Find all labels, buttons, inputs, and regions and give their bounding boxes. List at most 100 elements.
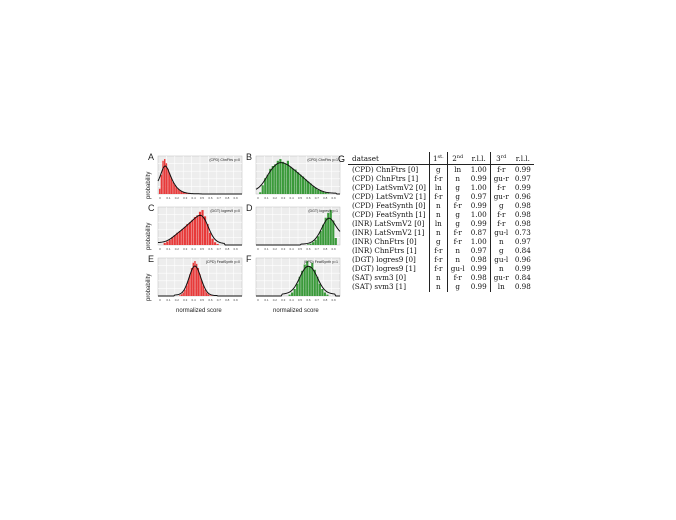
- cell-rll-second: 0.97: [470, 192, 487, 201]
- panel-b-bar: [279, 159, 282, 194]
- chart-panel-a: (CPD) ChnFtrs y=00 0.1 0.2 0.3 0.4 0.5 0.6 0.7 0…: [157, 155, 243, 200]
- cell-first: f-r: [428, 255, 448, 264]
- cell-first: f-r: [428, 174, 448, 183]
- cell-second: g: [446, 282, 468, 292]
- panel-c-tick-label: 0.8: [225, 247, 230, 251]
- cell-dataset: (CPD) LatSvmV2 [0]: [352, 183, 426, 192]
- panel-f-bar: [303, 264, 306, 296]
- panel-e-tick-label: 0.9: [234, 298, 239, 302]
- cell-rll-third: 0.97: [514, 174, 531, 183]
- panel-a-bar: [170, 178, 173, 194]
- cell-dataset: (CPD) FeatSynth [1]: [352, 210, 426, 219]
- cell-third: f-r: [489, 164, 512, 174]
- panel-a-tick-label: 0.5: [200, 196, 205, 200]
- panel-a-tick-label: 0.6: [208, 196, 213, 200]
- panel-letter-a: A: [148, 152, 155, 162]
- panel-letter-f: F: [246, 254, 252, 264]
- panel-d-bar: [312, 242, 315, 245]
- cell-third: f-r: [489, 210, 512, 219]
- cell-third: gu-r: [489, 174, 512, 183]
- panel-c-bar: [181, 229, 184, 245]
- col-header-rll-second: r.l.l.: [467, 152, 491, 165]
- panel-e-bar: [206, 292, 208, 296]
- table-row: (SAT) svm3 [1] n g 0.99 ln 0.98: [348, 282, 534, 292]
- cell-first: n: [428, 210, 448, 219]
- panel-e-bar: [180, 294, 183, 296]
- panel-b-tick-label: 0.7: [315, 196, 320, 200]
- panel-d-tick-label: 0.2: [273, 247, 278, 251]
- cell-rll-third: 0.99: [514, 183, 531, 192]
- cell-second: g: [446, 210, 468, 219]
- panel-b-bar: [289, 166, 292, 194]
- panel-a-tick-label: 0.1: [166, 196, 171, 200]
- panel-e-title: (CPD) FeatSynth y=0: [206, 260, 240, 264]
- panel-b-bar: [322, 191, 325, 194]
- panel-b-bar: [307, 181, 310, 194]
- panel-e-tick-label: 0.1: [166, 298, 171, 302]
- cell-third: gu-r: [489, 273, 512, 282]
- col-header-second: 2nd: [446, 152, 468, 165]
- panel-b-bar: [276, 160, 279, 194]
- cell-second: g: [446, 219, 468, 228]
- panel-e-tick-label: 0.5: [200, 298, 205, 302]
- panel-c-bar: [203, 216, 207, 245]
- panel-c-tick-label: 0.5: [200, 247, 205, 251]
- cell-dataset: (SAT) svm3 [0]: [352, 273, 407, 282]
- cell-first: n: [428, 273, 448, 282]
- panel-c-tick-label: 0: [159, 247, 161, 251]
- panel-c-bar: [166, 241, 169, 245]
- panel-c-tick-label: 0.9: [234, 247, 239, 251]
- col-header-rll-third: r.l.l.: [511, 152, 534, 165]
- panel-b-bar: [271, 166, 274, 194]
- table-row: (SAT) svm3 [0] n f-r 0.98 gu-r 0.84: [348, 273, 534, 282]
- chart-panel-e: (CPD) FeatSynth y=0 0 0.1 0.2 0.3 0.4 0.5 0.6 0.…: [157, 257, 243, 302]
- cell-second: gu-l: [446, 264, 468, 273]
- panel-c-bar: [214, 242, 217, 245]
- cell-second: ln: [446, 164, 468, 174]
- panel-f-tick-label: 0: [257, 298, 259, 302]
- panel-e-bar: [202, 285, 205, 296]
- cell-dataset: (INR) LatSvmV2 [1]: [352, 228, 425, 237]
- x-axis-label-left: normalized score: [176, 308, 222, 314]
- cell-rll-third: 0.97: [514, 237, 531, 246]
- panel-f-bar: [313, 269, 316, 296]
- panel-a-bar: [158, 188, 161, 194]
- panel-e-tick-label: 0.4: [192, 298, 197, 302]
- panel-a-bar: [167, 168, 169, 194]
- panel-b-tick-label: 0: [257, 196, 259, 200]
- panel-c-fit-curve: [157, 214, 242, 246]
- cell-rll-second: 0.99: [470, 201, 487, 210]
- panel-e-tick-label: 0.8: [225, 298, 230, 302]
- panel-a-bar: [160, 174, 163, 194]
- cell-rll-second: 1.00: [470, 165, 487, 174]
- panel-e-bar: [194, 261, 196, 296]
- panel-b-bar: [327, 193, 330, 194]
- cell-rll-second: 1.00: [470, 183, 487, 192]
- cell-first: ln: [428, 183, 448, 192]
- panel-b-title: (CPD) ChnFtrs y=1: [307, 158, 338, 162]
- panel-d-tick-label: 0.5: [298, 247, 303, 251]
- panel-a-bar: [172, 182, 174, 194]
- cell-first: g: [428, 237, 448, 246]
- panel-f-tick-label: 0.9: [332, 298, 337, 302]
- panel-f-bar: [306, 261, 309, 296]
- panel-b-bar: [324, 192, 327, 194]
- panel-c-bar: [216, 243, 219, 245]
- panel-f-tick-label: 0.7: [315, 298, 320, 302]
- panel-d-bar: [324, 217, 327, 245]
- cell-dataset: (INR) LatSvmV2 [0]: [352, 219, 425, 228]
- panel-c-bar: [206, 224, 209, 245]
- panel-letter-g: G: [338, 154, 346, 164]
- cell-first: f-r: [428, 246, 448, 255]
- panel-e-bar: [182, 292, 184, 296]
- cell-rll-second: 0.99: [470, 174, 487, 183]
- chart-panel-c: (DGT) logres9 y=00 0.1 0.2 0.3 0.4 0.5 0.6 0.7 0…: [157, 206, 243, 251]
- cell-third: g: [489, 246, 512, 255]
- cell-third: n: [489, 264, 512, 273]
- panel-a-tick-label: 0.9: [234, 196, 239, 200]
- panel-e-tick-label: 0.3: [183, 298, 188, 302]
- table-row: (CPD) ChnFtrs [0] g ln 1.00 f-r 0.99: [348, 164, 534, 174]
- panel-f-bar: [296, 283, 299, 296]
- cell-first: g: [428, 164, 448, 174]
- col-header-third: 3rd: [489, 152, 512, 165]
